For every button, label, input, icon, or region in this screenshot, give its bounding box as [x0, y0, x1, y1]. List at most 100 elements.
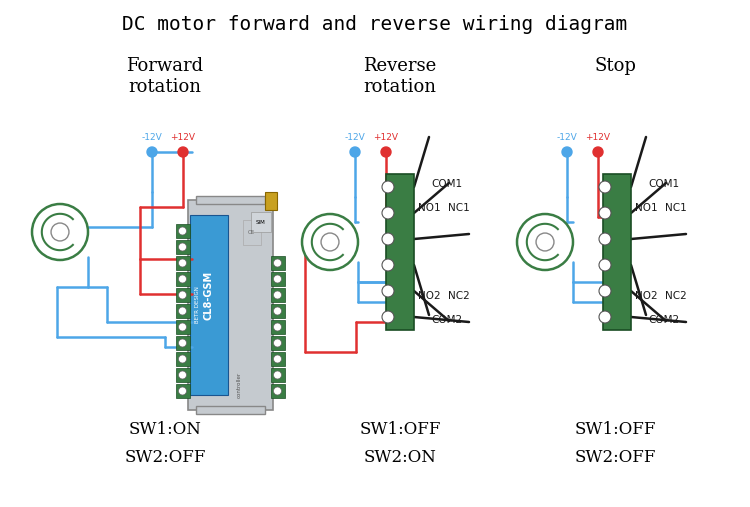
Text: COM2: COM2: [431, 315, 463, 325]
Bar: [188, 200, 272, 410]
Bar: [271, 288, 284, 302]
Circle shape: [274, 259, 281, 267]
Bar: [242, 220, 260, 245]
Circle shape: [562, 147, 572, 157]
Bar: [271, 384, 284, 398]
Text: DC motor forward and reverse wiring diagram: DC motor forward and reverse wiring diag…: [122, 15, 628, 34]
Text: COM1: COM1: [431, 179, 463, 189]
Bar: [196, 406, 265, 414]
Text: CL8-GSM: CL8-GSM: [203, 270, 214, 319]
Circle shape: [517, 214, 573, 270]
Circle shape: [274, 323, 281, 331]
Text: SW2:OFF: SW2:OFF: [574, 449, 656, 465]
Circle shape: [274, 387, 281, 395]
Circle shape: [593, 147, 603, 157]
Circle shape: [381, 147, 391, 157]
Bar: [265, 192, 277, 210]
Circle shape: [274, 275, 281, 283]
Bar: [603, 174, 631, 330]
Circle shape: [599, 233, 611, 245]
Text: NO1: NO1: [634, 203, 657, 213]
Text: SW1:OFF: SW1:OFF: [359, 420, 441, 438]
Circle shape: [350, 147, 360, 157]
Text: CE: CE: [248, 230, 255, 235]
Circle shape: [382, 285, 394, 297]
Bar: [176, 304, 190, 318]
Text: +12V: +12V: [374, 132, 398, 141]
Bar: [176, 352, 190, 366]
Circle shape: [178, 147, 188, 157]
Circle shape: [178, 307, 187, 315]
Text: COM2: COM2: [649, 315, 680, 325]
Bar: [176, 272, 190, 286]
Circle shape: [178, 275, 187, 283]
Circle shape: [178, 291, 187, 299]
Text: +12V: +12V: [170, 132, 196, 141]
Text: BETR DESIGN: BETR DESIGN: [195, 286, 200, 323]
Bar: [176, 320, 190, 334]
Text: COM1: COM1: [649, 179, 680, 189]
Circle shape: [274, 355, 281, 363]
Text: NO2: NO2: [418, 291, 440, 301]
Text: controller: controller: [237, 372, 242, 398]
Bar: [190, 215, 227, 395]
Bar: [196, 196, 265, 204]
Bar: [176, 240, 190, 254]
Circle shape: [32, 204, 88, 260]
Bar: [271, 320, 284, 334]
Circle shape: [178, 371, 187, 379]
Circle shape: [178, 387, 187, 395]
Bar: [271, 368, 284, 382]
Circle shape: [178, 259, 187, 267]
Circle shape: [178, 339, 187, 347]
Bar: [176, 384, 190, 398]
Text: NO2: NO2: [634, 291, 657, 301]
Circle shape: [274, 307, 281, 315]
Bar: [176, 288, 190, 302]
Circle shape: [382, 259, 394, 271]
Bar: [176, 336, 190, 350]
Circle shape: [321, 233, 339, 251]
Text: Forward
rotation: Forward rotation: [127, 57, 203, 96]
Circle shape: [382, 207, 394, 219]
Text: NO1: NO1: [418, 203, 440, 213]
Bar: [386, 174, 414, 330]
Text: SIM: SIM: [256, 220, 266, 225]
Bar: [251, 212, 271, 232]
Text: SW1:ON: SW1:ON: [128, 420, 202, 438]
Text: -12V: -12V: [344, 132, 365, 141]
Bar: [271, 256, 284, 270]
Text: SW2:ON: SW2:ON: [364, 449, 436, 465]
Circle shape: [274, 371, 281, 379]
Text: NC2: NC2: [448, 291, 470, 301]
Bar: [176, 256, 190, 270]
Circle shape: [599, 285, 611, 297]
Circle shape: [51, 223, 69, 241]
Circle shape: [382, 311, 394, 323]
Circle shape: [599, 181, 611, 193]
Circle shape: [599, 311, 611, 323]
Circle shape: [178, 355, 187, 363]
Text: NC1: NC1: [448, 203, 470, 213]
Circle shape: [147, 147, 157, 157]
Circle shape: [599, 259, 611, 271]
Text: Reverse
rotation: Reverse rotation: [363, 57, 436, 96]
Text: NC2: NC2: [665, 291, 687, 301]
Bar: [176, 368, 190, 382]
Text: -12V: -12V: [142, 132, 162, 141]
Circle shape: [599, 207, 611, 219]
Bar: [271, 304, 284, 318]
Text: NC1: NC1: [665, 203, 687, 213]
Bar: [176, 224, 190, 238]
Text: Stop: Stop: [594, 57, 636, 75]
Bar: [271, 272, 284, 286]
Circle shape: [178, 227, 187, 235]
Circle shape: [382, 233, 394, 245]
Bar: [271, 352, 284, 366]
Text: SW2:OFF: SW2:OFF: [124, 449, 206, 465]
Circle shape: [178, 243, 187, 251]
Circle shape: [302, 214, 358, 270]
Text: SW1:OFF: SW1:OFF: [574, 420, 656, 438]
Circle shape: [274, 291, 281, 299]
Circle shape: [274, 339, 281, 347]
